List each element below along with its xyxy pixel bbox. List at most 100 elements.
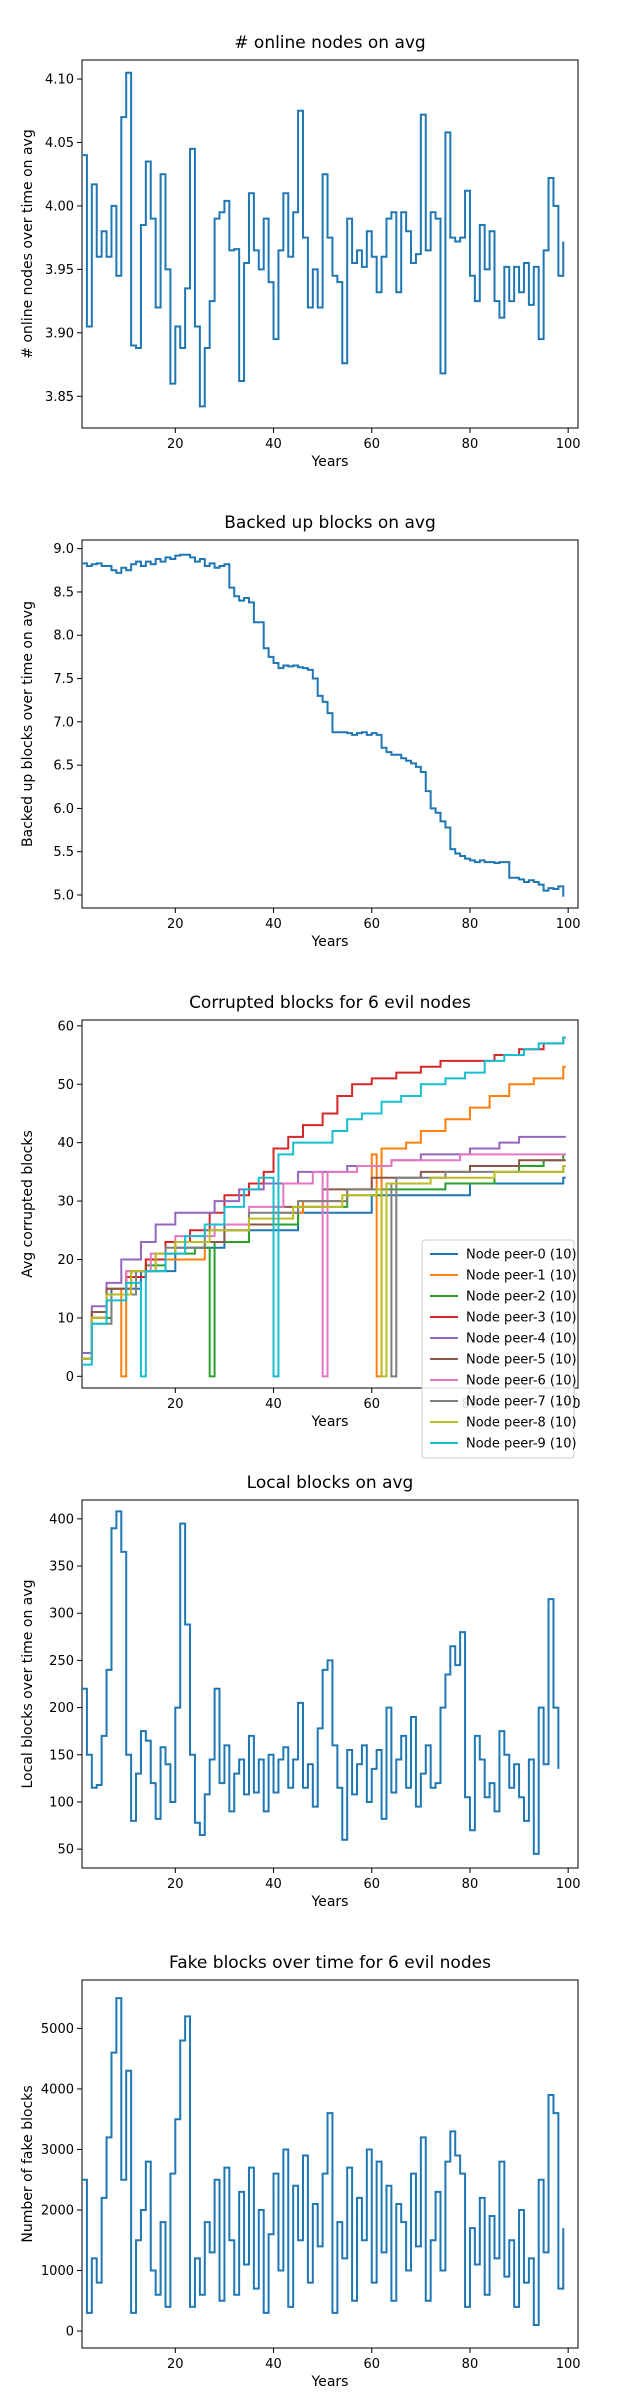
y-tick-label: 300 [49,1607,74,1622]
chart-2: Backed up blocks on avg 20 40 60 80 100 5.0 5.5… [20,513,581,950]
x-tick-label: 40 [265,437,282,452]
y-tick-label: 0 [66,2325,74,2340]
y-axis-label: Local blocks over time on avg [20,1579,36,1788]
y-tick-label: 10 [57,1311,74,1326]
axes-frame [81,1979,579,2349]
y-tick-label: 4.00 [45,199,74,214]
chart-4: Local blocks on avg 20 40 60 80 100 50 100 150 20… [20,1473,581,1910]
series-line-5 [82,1135,566,1354]
y-tick-label: 350 [49,1560,74,1575]
x-tick-label: 20 [167,1877,184,1892]
legend: Node peer-0 (10) Node peer-1 (10) Node pee… [421,1239,577,1459]
legend-label: Node peer-7 (10) [466,1395,577,1410]
y-tick-label: 5.0 [53,889,74,904]
y-tick-label: 6.5 [53,759,74,774]
chart-title: Local blocks on avg [247,1473,414,1493]
y-axis-label: # online nodes over time on avg [20,129,36,358]
y-tick-label: 9.0 [53,542,74,557]
y-tick-label: 250 [49,1654,74,1669]
axes-frame [81,1499,579,1869]
axes-frame [81,1019,579,1389]
y-tick-label: 100 [49,1795,74,1810]
y-axis-label: Number of fake blocks [20,2085,36,2242]
legend-label: Node peer-0 (10) [466,1248,577,1263]
y-tick-label: 3.85 [45,390,74,405]
series-line-1 [82,1510,560,1855]
x-tick-label: 100 [556,437,581,452]
x-tick-label: 60 [363,437,380,452]
chart-1: # online nodes on avg 20 40 60 80 100 3.85 3.90… [20,33,581,470]
legend-label: Node peer-5 (10) [466,1353,577,1368]
y-tick-label: 200 [49,1701,74,1716]
x-tick-label: 40 [265,917,282,932]
x-tick-label: 20 [167,1397,184,1412]
x-tick-label: 60 [363,917,380,932]
y-tick-label: 40 [57,1136,74,1151]
series-line-1 [82,71,565,408]
y-tick-label: 8.0 [53,629,74,644]
y-tick-label: 4.10 [45,73,74,88]
y-tick-label: 3.90 [45,326,74,341]
y-tick-label: 60 [57,1019,74,1034]
chart-title: Corrupted blocks for 6 evil nodes [189,993,471,1013]
y-tick-label: 6.0 [53,802,74,817]
x-axis-label: Years [311,2374,349,2390]
y-tick-label: 3.95 [45,263,74,278]
legend-label: Node peer-8 (10) [466,1416,577,1431]
y-tick-label: 8.5 [53,585,74,600]
x-axis-label: Years [311,1894,349,1910]
chart-title: # online nodes on avg [234,33,425,53]
x-tick-label: 20 [167,917,184,932]
x-tick-label: 80 [462,437,479,452]
x-axis-label: Years [311,934,349,950]
axes-frame [81,59,579,429]
x-tick-label: 100 [556,2357,581,2372]
chart-title: Fake blocks over time for 6 evil nodes [169,1953,491,1973]
y-tick-label: 50 [57,1843,74,1858]
chart-title: Backed up blocks on avg [224,513,436,533]
y-axis-label: Backed up blocks over time on avg [20,601,36,847]
x-tick-label: 60 [363,1397,380,1412]
x-tick-label: 20 [167,2357,184,2372]
x-axis-label: Years [311,1414,349,1430]
x-tick-label: 60 [363,1877,380,1892]
series-line-1 [82,553,565,897]
x-tick-label: 100 [556,917,581,932]
y-tick-label: 4000 [41,2082,74,2097]
series-line-10 [82,1036,566,1378]
x-axis-label: Years [311,454,349,470]
y-axis-label: Avg corrupted blocks [20,1130,36,1278]
axes-frame [81,539,579,909]
y-tick-label: 1000 [41,2264,74,2279]
y-tick-label: 50 [57,1078,74,1093]
chart-5: Fake blocks over time for 6 evil nodes 20… [20,1953,581,2390]
x-tick-label: 80 [462,917,479,932]
legend-label: Node peer-3 (10) [466,1311,577,1326]
x-tick-label: 40 [265,1397,282,1412]
legend-label: Node peer-4 (10) [466,1332,577,1347]
y-tick-label: 4.05 [45,136,74,151]
x-tick-label: 80 [462,2357,479,2372]
y-tick-label: 5.5 [53,845,74,860]
chart-3: Corrupted blocks for 6 evil nodes2040608… [20,993,581,1459]
y-tick-label: 2000 [41,2204,74,2219]
x-tick-label: 80 [462,1877,479,1892]
y-tick-label: 400 [49,1512,74,1527]
legend-label: Node peer-2 (10) [466,1290,577,1305]
series-line-1 [82,1997,565,2326]
y-tick-label: 0 [66,1370,74,1385]
x-tick-label: 100 [556,1877,581,1892]
legend-box [421,1239,575,1459]
series-line-9 [82,1165,566,1378]
y-tick-label: 3000 [41,2143,74,2158]
y-tick-label: 30 [57,1195,74,1210]
y-tick-label: 150 [49,1748,74,1763]
y-tick-label: 7.0 [53,715,74,730]
legend-label: Node peer-6 (10) [466,1374,577,1389]
x-tick-label: 60 [363,2357,380,2372]
legend-label: Node peer-9 (10) [466,1437,577,1452]
x-tick-label: 40 [265,2357,282,2372]
x-tick-label: 20 [167,437,184,452]
